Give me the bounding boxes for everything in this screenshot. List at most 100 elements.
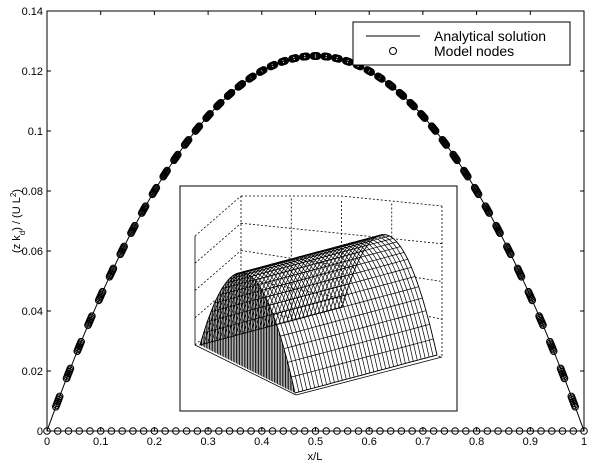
model-node-marker [194, 123, 202, 132]
model-node-marker [408, 101, 417, 110]
model-node-cluster [331, 54, 343, 63]
boundary-node-marker [311, 427, 320, 435]
model-node-cluster [180, 135, 193, 149]
model-node-cluster [137, 202, 150, 217]
model-node-cluster [191, 122, 204, 135]
model-node-marker [216, 99, 224, 108]
model-node-marker [204, 111, 213, 120]
model-node-marker [407, 100, 416, 108]
model-node-marker [474, 190, 483, 199]
legend-label-analytical: Analytical solution [434, 28, 546, 44]
boundary-node-marker [451, 427, 459, 435]
boundary-node-marker [472, 427, 481, 435]
inset-surface-line [341, 234, 438, 356]
inset-surface-line [306, 243, 402, 365]
model-node-cluster [513, 264, 526, 281]
boundary-node-marker [354, 427, 363, 435]
model-node-cluster [277, 56, 290, 66]
model-node-marker [206, 110, 214, 118]
model-node-marker [335, 55, 343, 63]
model-node-marker [506, 250, 515, 259]
y-tick-label-1: 0.02 [22, 366, 43, 378]
inset-surface-line [258, 256, 355, 378]
legend: Analytical solution Model nodes [352, 21, 571, 66]
model-node-marker [205, 110, 214, 119]
model-node-marker [152, 183, 161, 192]
x-tick-label-3: 0.3 [200, 436, 215, 448]
model-node-cluster [556, 364, 569, 383]
boundary-node-marker [258, 427, 266, 435]
x-tick-label-4: 0.4 [254, 436, 269, 448]
model-node-cluster [73, 337, 86, 356]
model-node-marker [214, 101, 223, 110]
boundary-node-marker [505, 427, 513, 435]
boundary-node-marker [86, 427, 94, 435]
model-node-marker [173, 150, 182, 159]
inset-surface-line [290, 247, 387, 369]
model-node-marker [215, 100, 224, 108]
inset-surface-line [325, 238, 422, 360]
boundary-node-marker [182, 427, 191, 435]
x-tick-label-1: 0.1 [93, 436, 108, 448]
inset-grid-line [295, 356, 443, 396]
model-node-cluster [213, 98, 225, 111]
boundary-node-marker [429, 427, 438, 435]
model-node-marker [539, 321, 547, 330]
model-node-cluster [481, 202, 494, 217]
inset-3d-plot [179, 185, 458, 412]
model-node-cluster [256, 66, 268, 76]
y-tick-label-4: 0.08 [22, 186, 43, 198]
model-node-marker [193, 124, 202, 133]
model-node-cluster [94, 287, 107, 305]
model-node-marker [98, 287, 107, 296]
model-node-cluster [460, 166, 472, 181]
model-node-marker [441, 140, 450, 148]
boundary-node-marker [483, 427, 492, 435]
y-tick-label-2: 0.04 [22, 306, 43, 318]
model-node-marker [410, 102, 418, 111]
boundary-node-marker [236, 427, 245, 435]
inset-surface-line [211, 269, 308, 390]
model-node-marker [204, 112, 212, 120]
boundary-node-marker [268, 427, 277, 435]
y-tick-label-6: 0.12 [22, 66, 43, 78]
y-axis-label-close: ) [11, 189, 23, 193]
model-node-marker [163, 166, 171, 175]
model-node-marker [571, 402, 580, 411]
boundary-node-marker [365, 427, 374, 435]
boundary-node-marker [547, 427, 556, 435]
boundary-node-marker [107, 427, 116, 435]
model-node-cluster [234, 80, 247, 91]
boundary-node-marker [419, 427, 427, 435]
model-node-marker [431, 127, 440, 135]
boundary-node-marker [558, 427, 567, 435]
model-node-marker [270, 60, 279, 69]
boundary-node-marker [118, 427, 126, 435]
x-tick-label-5: 0.5 [308, 436, 323, 448]
x-tick-label-6: 0.6 [362, 436, 377, 448]
model-node-marker [453, 156, 461, 165]
model-node-marker [227, 88, 236, 97]
model-node-cluster [51, 392, 64, 411]
model-node-marker [184, 135, 193, 144]
x-tick-label-9: 0.9 [523, 436, 538, 448]
model-node-cluster [438, 135, 451, 149]
boundary-node-marker [64, 427, 73, 435]
model-node-cluster [545, 337, 558, 356]
boundary-node-marker [322, 427, 331, 435]
boundary-node-marker [333, 427, 341, 435]
y-tick-label-5: 0.1 [28, 126, 43, 138]
inset-surface-line [317, 240, 414, 362]
inset-surface-line [203, 271, 300, 392]
model-node-cluster [406, 98, 418, 111]
inset-surface-line [219, 266, 316, 388]
boundary-node-marker [494, 427, 502, 435]
model-node-marker [183, 137, 192, 146]
inset-surface-line [235, 262, 331, 384]
y-axis-label-sup: 2 [9, 192, 18, 197]
model-node-cluster [202, 110, 214, 123]
boundary-node-marker [376, 427, 384, 435]
model-node-cluster [159, 166, 171, 181]
boundary-node-marker [247, 427, 255, 435]
model-node-cluster [363, 66, 375, 76]
